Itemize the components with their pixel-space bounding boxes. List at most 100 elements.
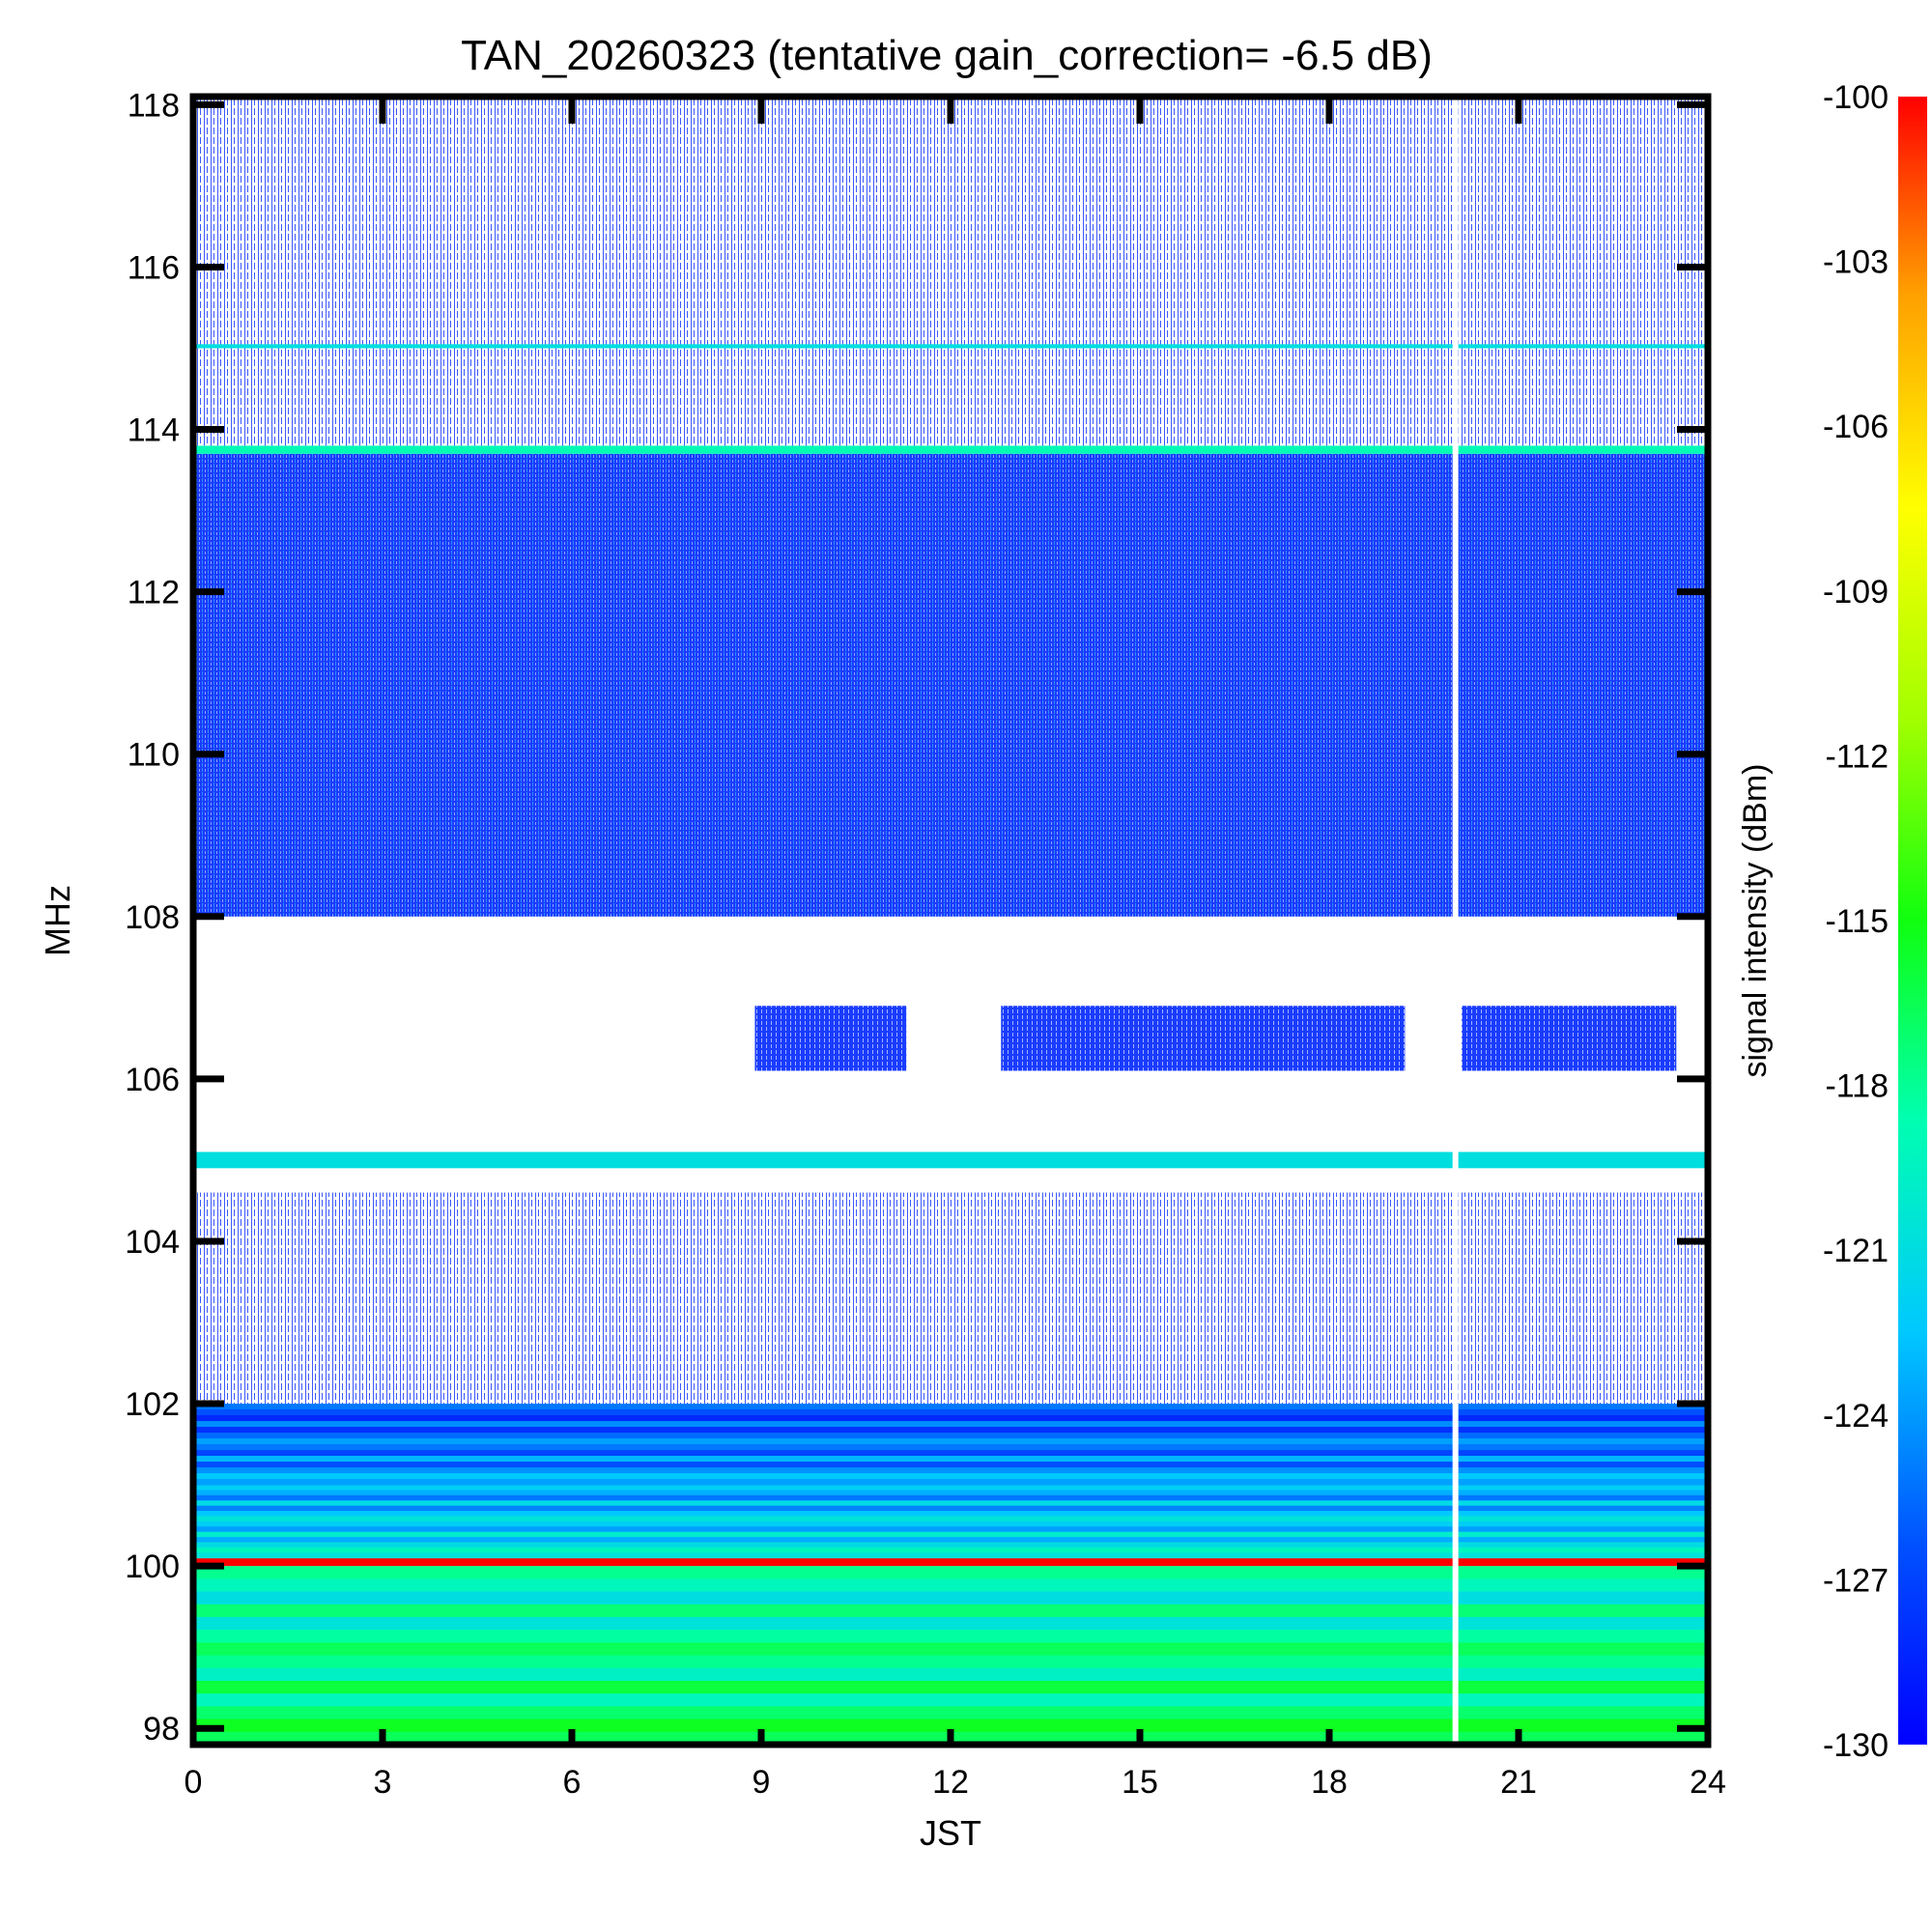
- band-stripe: [193, 1578, 1708, 1593]
- band-stripe: [193, 1655, 1708, 1669]
- band-stripe: [193, 1630, 1708, 1643]
- band-stripe: [193, 1500, 1708, 1507]
- x-axis-label: JST: [920, 1813, 981, 1853]
- y-tick-label: 102: [125, 1386, 180, 1423]
- y-tick-label: 110: [128, 737, 180, 774]
- band-stripe: [193, 1473, 1708, 1480]
- y-tick-label: 106: [125, 1062, 180, 1098]
- signal-band: [193, 97, 1708, 446]
- colorbar-tick-label: -103: [1823, 244, 1889, 281]
- data-gap: [1452, 97, 1459, 1745]
- y-tick-label: 118: [128, 87, 180, 124]
- x-tick-label: 15: [1122, 1764, 1158, 1801]
- band-stripe: [193, 1421, 1708, 1428]
- band-stripe: [193, 1404, 1708, 1410]
- signal-band: [754, 1006, 1677, 1071]
- band-stripe: [193, 1490, 1708, 1496]
- band-line: [193, 1557, 1708, 1567]
- band-patch: [1001, 1006, 1406, 1071]
- y-tick-label: 116: [128, 249, 180, 286]
- band-stripe: [193, 1552, 1708, 1559]
- band-stripe: [193, 1415, 1708, 1422]
- x-tick-label: 0: [185, 1764, 203, 1801]
- x-tick-label: 3: [374, 1764, 392, 1801]
- band-line: [193, 344, 1708, 349]
- gap-line: [1452, 97, 1459, 1745]
- colorbar-tick-label: -115: [1825, 903, 1889, 940]
- band-stripe: [193, 1479, 1708, 1486]
- band-stripe: [193, 1719, 1708, 1733]
- band-dense: [193, 453, 1708, 917]
- band-stripe: [193, 1706, 1708, 1720]
- colorbar-label: signal intensity (dBm): [1737, 763, 1774, 1077]
- y-tick-label: 104: [125, 1224, 180, 1261]
- colorbar-tick-label: -109: [1823, 574, 1889, 611]
- colorbar-tick-label: -127: [1823, 1562, 1889, 1599]
- band-stripe: [193, 1516, 1708, 1522]
- y-tick-label: 98: [143, 1711, 180, 1747]
- x-tick-label: 6: [563, 1764, 582, 1801]
- band-stripe: [193, 1642, 1708, 1657]
- signal-band: [193, 344, 1708, 349]
- x-tick-label: 18: [1311, 1764, 1348, 1801]
- band-stripe: [193, 1520, 1708, 1527]
- y-tick-label: 112: [128, 575, 180, 611]
- band-stripe: [193, 1485, 1708, 1491]
- band-stripe: [193, 1591, 1708, 1605]
- y-tick-label: 114: [128, 412, 180, 449]
- colorbar-tick-label: -112: [1825, 738, 1889, 775]
- band-sparse: [193, 1192, 1708, 1405]
- colorbar: [1898, 97, 1927, 1745]
- band-patch: [754, 1006, 907, 1071]
- colorbar-tick-label: -118: [1825, 1068, 1889, 1105]
- band-stripe: [193, 1566, 1708, 1579]
- y-axis-ticks: 98 100 102 104 106 108 110 112 114 116 118: [125, 87, 1708, 1747]
- band-stripe: [193, 1531, 1708, 1538]
- colorbar-ticks: -100 -103 -106 -109 -112 -115 -118 -121 -124 -127…: [1823, 79, 1889, 1764]
- colorbar-tick-label: -124: [1823, 1398, 1889, 1435]
- band-stripe: [193, 1542, 1708, 1548]
- band-stripe: [193, 1547, 1708, 1553]
- band-stripe: [193, 1409, 1708, 1416]
- chart-title: TAN_20260323 (tentative gain_correction=…: [461, 32, 1433, 79]
- colorbar-tick-label: -106: [1823, 409, 1889, 445]
- band-stripe: [193, 1526, 1708, 1533]
- colorbar-tick-label: -100: [1823, 79, 1889, 116]
- band-line: [193, 1151, 1708, 1169]
- band-stripe: [193, 1511, 1708, 1517]
- x-tick-label: 12: [932, 1764, 969, 1801]
- colorbar-tick-label: -130: [1823, 1727, 1889, 1764]
- band-stripe: [193, 1616, 1708, 1631]
- band-stripe: [193, 1494, 1708, 1501]
- signal-band: [193, 1485, 1708, 1559]
- band-stripe: [193, 1693, 1708, 1707]
- band-stripe: [193, 1467, 1708, 1474]
- band-stripe: [193, 1462, 1708, 1468]
- signal-band: [193, 453, 1708, 917]
- signal-band: [193, 1192, 1708, 1405]
- band-stripe: [193, 1680, 1708, 1694]
- x-tick-label: 21: [1500, 1764, 1537, 1801]
- x-tick-label: 9: [753, 1764, 771, 1801]
- signal-band: [193, 1557, 1708, 1567]
- band-stripe: [193, 1537, 1708, 1544]
- signal-band: [193, 445, 1708, 454]
- band-stripe: [193, 1604, 1708, 1618]
- signal-band: [193, 1151, 1708, 1169]
- y-tick-label: 100: [125, 1548, 180, 1585]
- y-axis-label: MHz: [38, 885, 77, 956]
- band-sparse: [193, 97, 1708, 446]
- signal-band: [193, 1566, 1708, 1746]
- band-stripe: [193, 1505, 1708, 1512]
- signal-band: [193, 1404, 1708, 1486]
- band-stripe: [193, 1667, 1708, 1682]
- band-line: [193, 445, 1708, 454]
- band-stripe: [193, 1433, 1708, 1439]
- band-stripe: [193, 1444, 1708, 1451]
- x-tick-label: 24: [1690, 1764, 1726, 1801]
- band-stripe: [193, 1438, 1708, 1445]
- y-tick-label: 108: [125, 899, 180, 936]
- colorbar-tick-label: -121: [1823, 1233, 1889, 1269]
- band-patch: [1462, 1006, 1677, 1071]
